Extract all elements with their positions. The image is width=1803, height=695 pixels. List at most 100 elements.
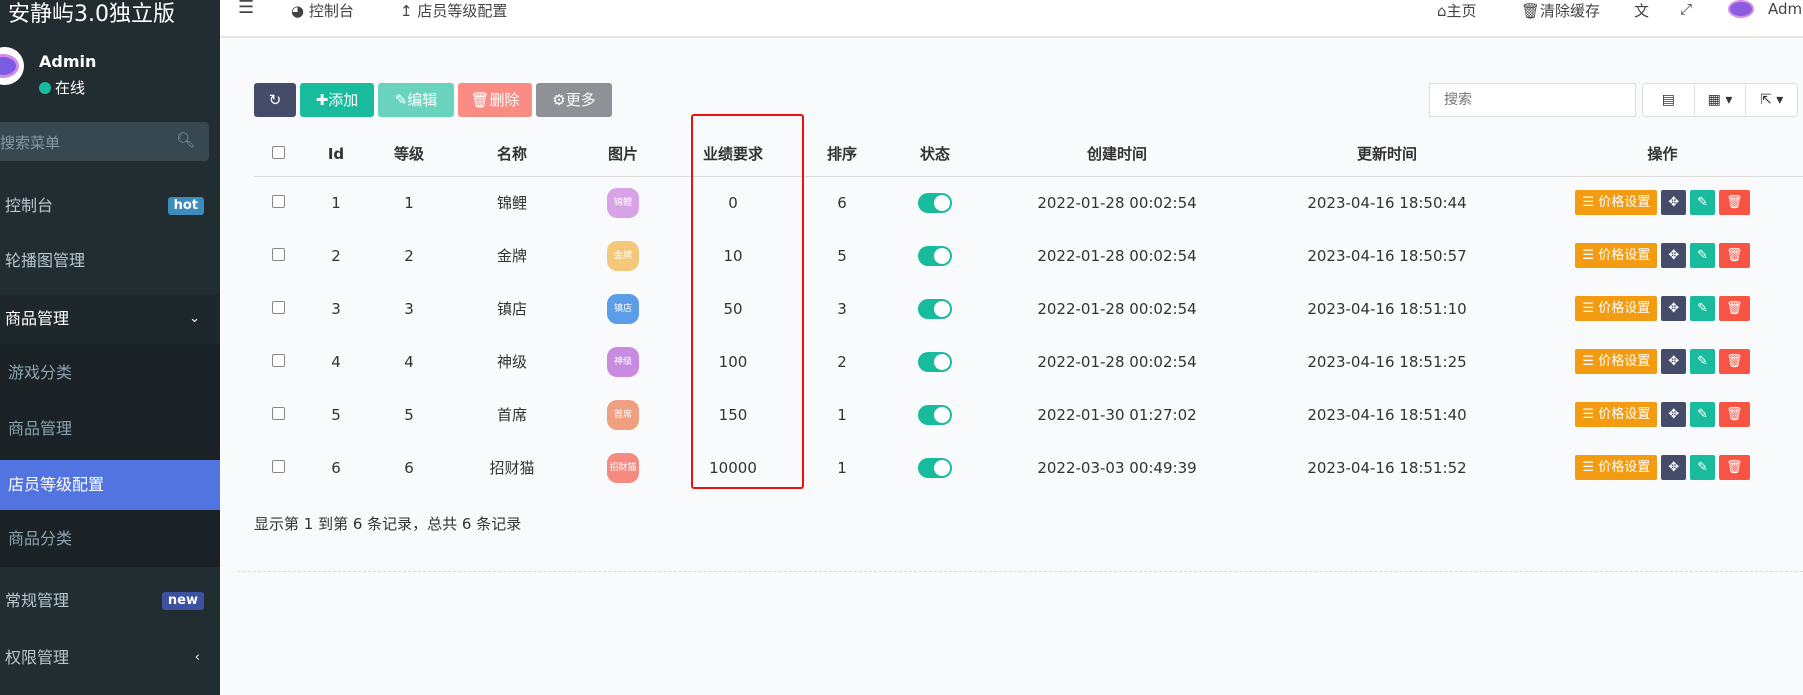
row-checkbox[interactable] (271, 194, 285, 208)
submenu-item-game-category[interactable]: 游戏分类 (8, 363, 73, 382)
export-icon[interactable]: ⇱ ▾ (1760, 92, 1784, 108)
search-input[interactable] (1429, 83, 1636, 117)
cell-updated: 2023-04-16 18:51:25 (1307, 352, 1467, 371)
sidebar-item-goods[interactable]: 商品管理 ⌄ (0, 294, 220, 344)
menu-toggle-icon[interactable]: ☰ (238, 0, 255, 18)
price-settings-button[interactable]: ☰ 价格设置 (1575, 349, 1658, 374)
level-badge-image[interactable]: 招财猫 (607, 452, 639, 483)
cell-requirement: 0 (728, 193, 738, 212)
cell-sort: 5 (837, 246, 847, 265)
gear-icon: ⚙ (552, 91, 566, 109)
table-row: 1 1 锦鲤 锦鲤 0 6 2022-01-28 00:02:54 2023-0… (254, 176, 1803, 229)
sidebar-item-carousel[interactable]: 轮播图管理 (5, 251, 86, 270)
drag-move-icon[interactable]: ✥ (1661, 296, 1687, 321)
drag-move-icon[interactable]: ✥ (1661, 243, 1687, 268)
sidebar-item-dashboard[interactable]: 控制台 hot (0, 181, 220, 231)
add-button[interactable]: ✚添加 (300, 83, 374, 117)
drag-move-icon[interactable]: ✥ (1661, 455, 1687, 480)
cell-requirement: 100 (718, 352, 748, 371)
price-settings-button[interactable]: ☰ 价格设置 (1575, 296, 1658, 321)
edit-row-icon[interactable]: ✎ (1690, 296, 1716, 321)
more-button[interactable]: ⚙更多 (536, 83, 612, 117)
sidebar-item-general[interactable]: 常规管理 new (0, 576, 220, 626)
status-toggle[interactable] (918, 351, 952, 372)
status-toggle[interactable] (918, 457, 952, 478)
level-badge-image[interactable]: 镇店 (607, 293, 639, 324)
select-all-checkbox[interactable] (271, 145, 285, 159)
refresh-button[interactable]: ↻ (254, 83, 296, 117)
online-dot-icon (39, 82, 51, 94)
level-badge-image[interactable]: 神级 (607, 346, 639, 377)
translate-icon[interactable]: 文 (1634, 2, 1650, 20)
delete-button[interactable]: 🗑︎删除 (458, 83, 532, 117)
row-checkbox[interactable] (271, 353, 285, 367)
menu-search-input[interactable]: 搜索菜单 🔍︎ (0, 122, 209, 161)
edit-row-icon[interactable]: ✎ (1690, 455, 1716, 480)
cell-sort: 1 (837, 405, 847, 424)
user-name: Admin (39, 52, 97, 71)
cell-level: 1 (404, 193, 414, 212)
level-badge-image[interactable]: 金牌 (607, 240, 639, 271)
header-avatar[interactable] (1730, 2, 1752, 16)
home-link[interactable]: ⌂主页 (1437, 2, 1477, 20)
delete-row-icon[interactable]: 🗑︎ (1719, 296, 1750, 321)
drag-move-icon[interactable]: ✥ (1661, 349, 1687, 374)
price-settings-button[interactable]: ☰ 价格设置 (1575, 243, 1658, 268)
fullscreen-icon[interactable]: ⤢ (1680, 0, 1693, 18)
status-toggle[interactable] (918, 245, 952, 266)
submenu-item-goods[interactable]: 商品管理 (8, 419, 73, 438)
delete-row-icon[interactable]: 🗑︎ (1719, 243, 1750, 268)
edit-row-icon[interactable]: ✎ (1690, 243, 1716, 268)
cell-name: 神级 (496, 353, 527, 371)
list-icon: ☰ (1582, 248, 1599, 263)
columns-icon[interactable]: ▦ ▾ (1695, 84, 1747, 116)
cell-requirement: 10000 (709, 458, 757, 477)
delete-row-icon[interactable]: 🗑︎ (1719, 190, 1750, 216)
cell-sort: 6 (837, 193, 847, 212)
cell-name: 镇店 (496, 300, 527, 318)
submenu-item-staff-level[interactable]: 店员等级配置 (0, 460, 220, 510)
clear-cache-button[interactable]: 🗑︎清除缓存 (1521, 2, 1601, 20)
sidebar-item-permission[interactable]: 权限管理 ‹ (0, 633, 220, 683)
cell-updated: 2023-04-16 18:51:40 (1307, 405, 1467, 424)
cell-created: 2022-01-28 00:02:54 (1037, 299, 1197, 318)
status-toggle[interactable] (918, 192, 952, 213)
tab-staff-level[interactable]: ↥ 店员等级配置 (400, 2, 508, 20)
cell-sort: 3 (837, 299, 847, 318)
tab-dashboard[interactable]: ◕ 控制台 (291, 2, 354, 20)
data-table: Id 等级 名称 图片 业绩要求 排序 状态 创建时间 更新时间 操作 1 1 … (254, 132, 1803, 494)
top-header: ☰ ◕ 控制台 ↥ 店员等级配置 ⌂主页 🗑︎清除缓存 文 ⤢ Admin (220, 0, 1803, 38)
cell-level: 3 (404, 299, 414, 318)
delete-row-icon[interactable]: 🗑︎ (1719, 349, 1750, 374)
price-settings-button[interactable]: ☰ 价格设置 (1575, 455, 1658, 480)
row-checkbox[interactable] (271, 247, 285, 261)
submenu-item-goods-category[interactable]: 商品分类 (8, 529, 73, 548)
edit-button[interactable]: ✎编辑 (378, 83, 454, 117)
status-toggle[interactable] (918, 298, 952, 319)
row-checkbox[interactable] (271, 459, 285, 473)
cell-updated: 2023-04-16 18:50:57 (1307, 246, 1467, 265)
level-badge-image[interactable]: 首席 (607, 399, 639, 430)
table-tools: ▤ ▦ ▾ ⇱ ▾ (1642, 83, 1798, 117)
price-settings-button[interactable]: ☰ 价格设置 (1575, 190, 1658, 216)
status-toggle[interactable] (918, 404, 952, 425)
cell-updated: 2023-04-16 18:50:44 (1307, 193, 1467, 212)
drag-move-icon[interactable]: ✥ (1661, 402, 1687, 427)
new-badge: new (161, 592, 204, 610)
edit-row-icon[interactable]: ✎ (1690, 190, 1716, 216)
price-settings-button[interactable]: ☰ 价格设置 (1575, 402, 1658, 427)
cell-requirement: 150 (718, 405, 748, 424)
row-checkbox[interactable] (271, 406, 285, 420)
delete-row-icon[interactable]: 🗑︎ (1719, 455, 1750, 480)
delete-row-icon[interactable]: 🗑︎ (1719, 402, 1750, 427)
toggle-view-icon[interactable]: ▤ (1643, 84, 1695, 116)
cell-created: 2022-01-30 01:27:02 (1037, 405, 1197, 424)
edit-row-icon[interactable]: ✎ (1690, 349, 1716, 374)
pagination-info: 显示第 1 到第 6 条记录，总共 6 条记录 (254, 515, 522, 533)
header-user[interactable]: Admin (1768, 0, 1803, 18)
edit-row-icon[interactable]: ✎ (1690, 402, 1716, 427)
drag-move-icon[interactable]: ✥ (1661, 190, 1687, 216)
level-badge-image[interactable]: 锦鲤 (607, 187, 639, 218)
row-checkbox[interactable] (271, 300, 285, 314)
cell-updated: 2023-04-16 18:51:52 (1307, 458, 1467, 477)
